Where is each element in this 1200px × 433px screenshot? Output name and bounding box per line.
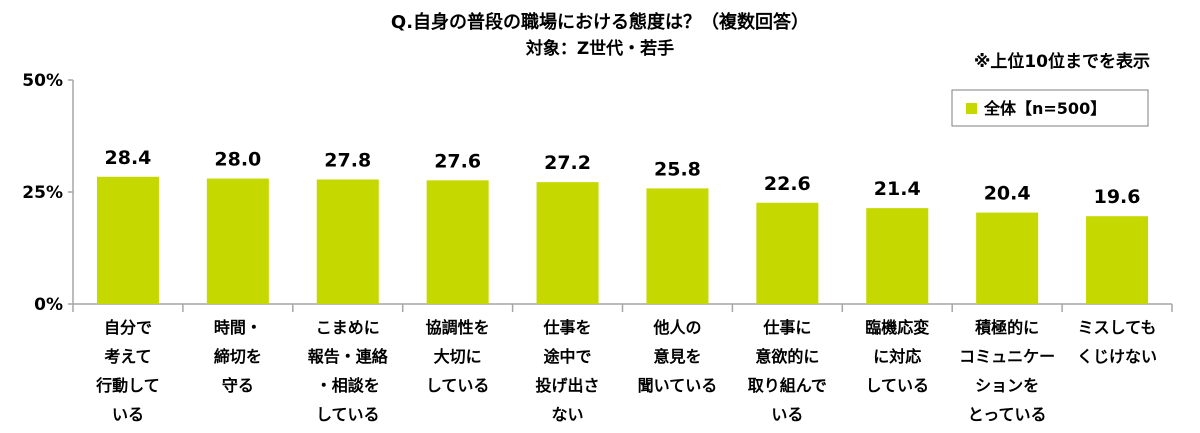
category-label-line: 仕事に <box>762 318 811 337</box>
bar <box>426 180 489 304</box>
category-label-line: している <box>316 405 380 424</box>
category-label-line: 仕事を <box>543 318 592 337</box>
category-label-line: している <box>426 376 490 395</box>
category-label-line: ミスしても <box>1078 318 1157 337</box>
legend-swatch <box>966 103 977 114</box>
top-n-note: ※上位10位までを表示 <box>973 52 1150 72</box>
bar <box>1086 216 1149 304</box>
category-label-line: くじけない <box>1077 347 1157 366</box>
data-label: 28.4 <box>105 147 152 169</box>
y-tick-label: 50% <box>22 71 63 91</box>
category-label-line: 臨機応変 <box>865 318 929 337</box>
category-label-line: 締切を <box>214 347 262 366</box>
data-label: 27.6 <box>434 150 481 172</box>
data-label: 21.4 <box>874 178 921 200</box>
bar <box>866 208 929 304</box>
category-label-line: 積極的に <box>974 318 1039 337</box>
category-label: 時間・締切を守る <box>214 318 262 395</box>
category-label: 仕事を途中で投げ出さない <box>536 318 600 424</box>
category-label-line: 取り組んで <box>748 376 827 395</box>
category-label-line: に対応 <box>873 347 921 366</box>
legend-label: 全体【n=500】 <box>983 99 1106 118</box>
category-label-line: 時間・ <box>214 318 262 337</box>
category-label-line: 意欲的に <box>755 347 819 366</box>
category-label: 自分で考えて行動している <box>95 318 160 424</box>
data-label: 25.8 <box>654 158 701 180</box>
bar <box>976 212 1039 304</box>
y-tick-label: 0% <box>34 295 63 315</box>
category-label-line: 大切に <box>434 347 482 366</box>
bar <box>316 179 379 304</box>
category-label: 仕事に意欲的に取り組んでいる <box>748 318 827 424</box>
category-label-line: ションを <box>975 376 1039 395</box>
category-label-line: いる <box>112 405 144 424</box>
bar <box>536 182 599 304</box>
category-label-line: 投げ出さ <box>536 376 600 395</box>
category-label-line: 考えて <box>104 347 151 366</box>
data-label: 27.8 <box>324 149 371 171</box>
category-label-line: 協調性を <box>426 318 490 337</box>
category-label-line: いる <box>771 405 803 424</box>
category-label-line: こまめに <box>316 318 380 337</box>
category-label-line: とっている <box>968 405 1047 424</box>
bars: 28.4 自分で考えて行動している 28.0 時間・締切を守る 27.8 こまめに報告・連… <box>95 147 1157 424</box>
bar <box>756 202 819 304</box>
data-label: 28.0 <box>214 149 261 171</box>
y-tick-label: 25% <box>22 183 63 203</box>
category-label-line: 意見を <box>653 347 701 366</box>
category-label-line: 他人の <box>652 318 701 337</box>
data-label: 22.6 <box>764 173 811 195</box>
bar <box>206 178 269 304</box>
category-label: ミスしてもくじけない <box>1077 318 1157 366</box>
category-label-line: 自分で <box>104 318 152 337</box>
category-label: 臨機応変に対応している <box>865 318 929 395</box>
chart-title: Q.自身の普段の職場における態度は？（複数回答） <box>390 12 810 33</box>
bar <box>646 188 709 304</box>
category-label-line: 行動して <box>95 376 160 395</box>
legend: 全体【n=500】 <box>951 89 1149 127</box>
category-label: こまめに報告・連絡・相談をしている <box>308 318 389 424</box>
category-label-line: 報告・連絡 <box>308 347 389 366</box>
data-label: 27.2 <box>544 152 591 174</box>
category-label-line: コミュニケー <box>959 347 1055 366</box>
category-label-line: している <box>865 376 929 395</box>
category-label: 他人の意見を聞いている <box>638 318 718 395</box>
bar <box>96 176 159 304</box>
category-label: 協調性を大切にしている <box>426 318 490 395</box>
category-label-line: ・相談を <box>316 376 380 395</box>
data-label: 19.6 <box>1094 186 1141 208</box>
category-label-line: 聞いている <box>638 376 718 395</box>
category-label-line: ない <box>552 405 584 424</box>
category-label-line: 途中で <box>544 347 592 366</box>
data-label: 20.4 <box>984 183 1031 205</box>
legend-box <box>951 89 1149 127</box>
category-label-line: 守る <box>222 376 254 395</box>
category-label: 積極的にコミュニケーションをとっている <box>959 318 1055 424</box>
chart-subtitle: 対象：Z世代・若手 <box>525 39 675 59</box>
